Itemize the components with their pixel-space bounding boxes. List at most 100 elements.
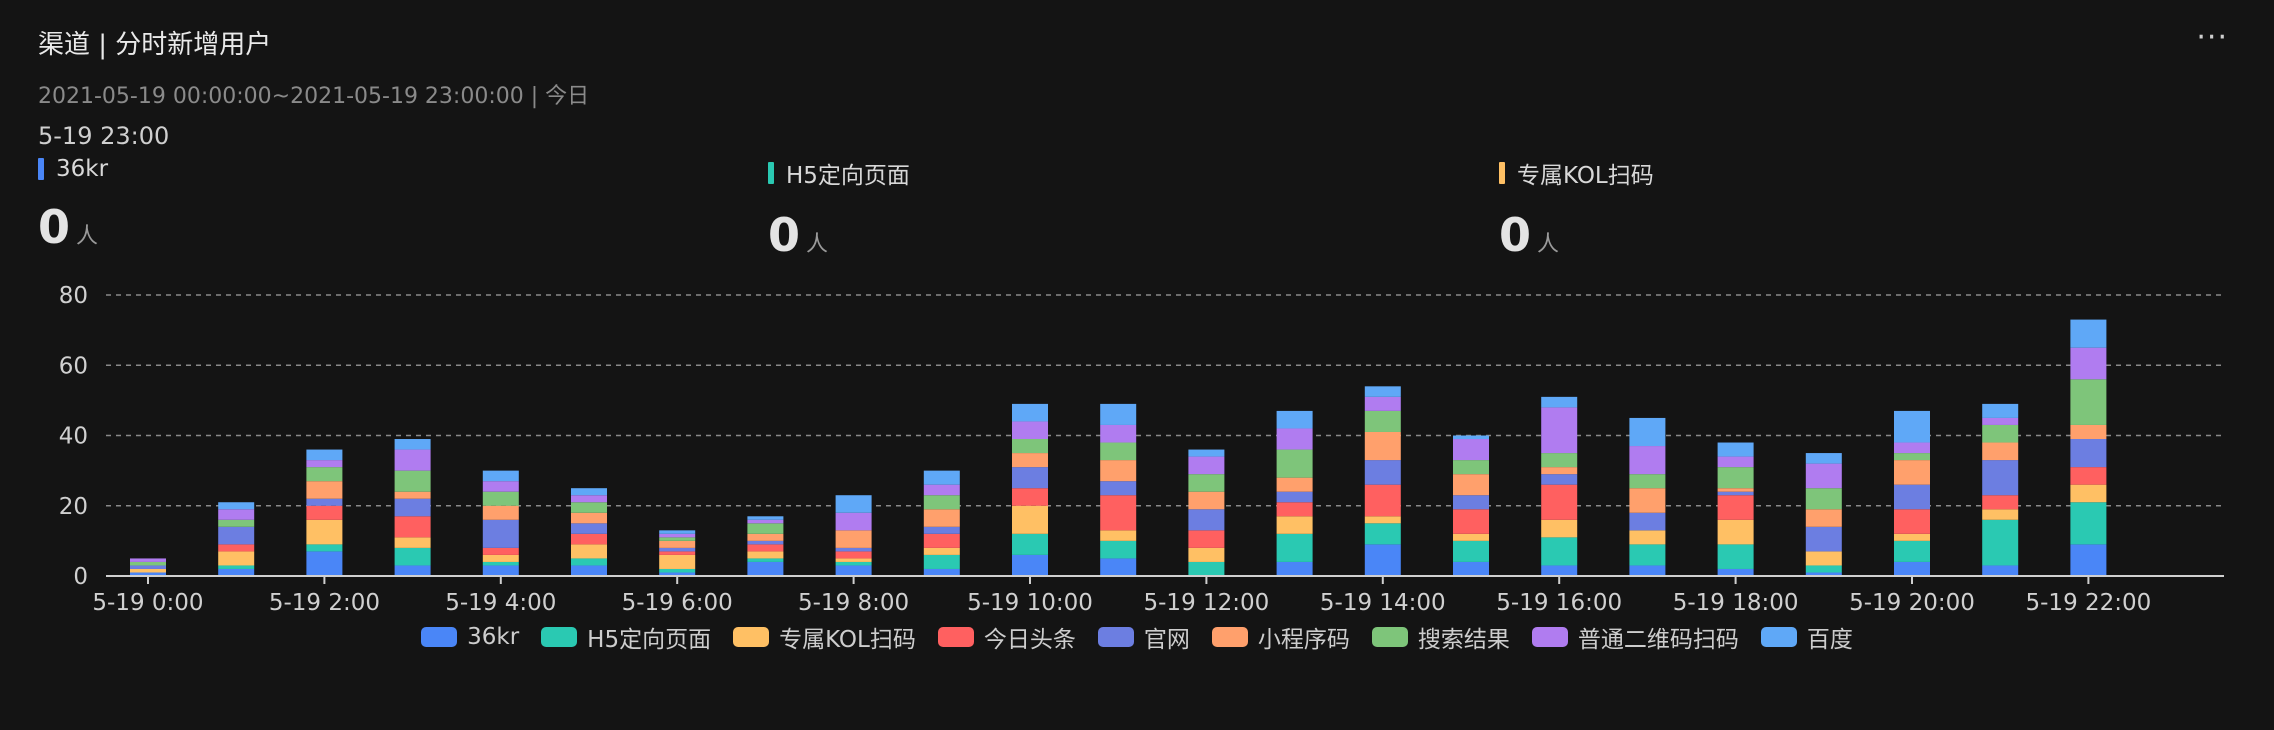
bar-segment[interactable] bbox=[1453, 495, 1489, 510]
bar-segment[interactable] bbox=[659, 572, 696, 576]
bar-segment[interactable] bbox=[1805, 488, 1842, 510]
bar-segment[interactable] bbox=[1629, 512, 1666, 531]
bar-segment[interactable] bbox=[571, 544, 607, 559]
bar-segment[interactable] bbox=[1100, 495, 1137, 531]
bar-segment[interactable] bbox=[1276, 410, 1313, 429]
bar-segment[interactable] bbox=[2070, 544, 2107, 576]
bar-segment[interactable] bbox=[1364, 460, 1401, 485]
bar-segment[interactable] bbox=[218, 551, 255, 566]
bar-segment[interactable] bbox=[218, 509, 255, 520]
bar-segment[interactable] bbox=[835, 547, 872, 552]
bar-segment[interactable] bbox=[482, 519, 519, 548]
bar-segment[interactable] bbox=[1276, 491, 1313, 503]
bar-segment[interactable] bbox=[1805, 509, 1842, 527]
bar-segment[interactable] bbox=[1805, 463, 1842, 489]
bar-segment[interactable] bbox=[1982, 509, 2019, 520]
bar-segment[interactable] bbox=[1453, 509, 1489, 534]
bar-segment[interactable] bbox=[1364, 386, 1401, 397]
bar-segment[interactable] bbox=[659, 537, 696, 541]
bar-segment[interactable] bbox=[306, 449, 343, 461]
bar-segment[interactable] bbox=[1188, 561, 1225, 576]
bar-segment[interactable] bbox=[835, 558, 872, 562]
bar-segment[interactable] bbox=[1012, 533, 1048, 555]
bar-segment[interactable] bbox=[1188, 547, 1225, 562]
bar-segment[interactable] bbox=[571, 558, 607, 566]
bar-segment[interactable] bbox=[2070, 439, 2107, 468]
bar-segment[interactable] bbox=[659, 554, 696, 569]
bar-segment[interactable] bbox=[1717, 519, 1754, 545]
bar-segment[interactable] bbox=[2070, 467, 2107, 485]
bar-segment[interactable] bbox=[394, 498, 431, 517]
bar-segment[interactable] bbox=[923, 568, 960, 576]
bar-segment[interactable] bbox=[1012, 467, 1048, 489]
bar-segment[interactable] bbox=[306, 505, 343, 520]
bar-segment[interactable] bbox=[1364, 431, 1401, 461]
bar-segment[interactable] bbox=[1894, 442, 1930, 454]
bar-segment[interactable] bbox=[1541, 484, 1578, 520]
bar-segment[interactable] bbox=[659, 551, 696, 555]
bar-segment[interactable] bbox=[835, 512, 872, 531]
bar-segment[interactable] bbox=[482, 547, 519, 555]
bar-segment[interactable] bbox=[1100, 460, 1137, 482]
bar-segment[interactable] bbox=[1364, 484, 1401, 517]
bar-segment[interactable] bbox=[130, 561, 166, 566]
bar-segment[interactable] bbox=[306, 544, 343, 552]
bar-segment[interactable] bbox=[1805, 572, 1842, 576]
bar-segment[interactable] bbox=[1629, 530, 1666, 545]
bar-segment[interactable] bbox=[1717, 456, 1754, 468]
bar-segment[interactable] bbox=[1364, 544, 1401, 576]
bar-segment[interactable] bbox=[1453, 540, 1489, 562]
bar-segment[interactable] bbox=[1982, 460, 2019, 496]
bar-segment[interactable] bbox=[1100, 540, 1137, 559]
more-options-icon[interactable]: ··· bbox=[2196, 20, 2228, 55]
bar-segment[interactable] bbox=[1717, 488, 1754, 492]
legend-item[interactable]: 专属KOL扫码 bbox=[733, 620, 916, 654]
bar-segment[interactable] bbox=[1894, 533, 1930, 541]
bar-segment[interactable] bbox=[1982, 424, 2019, 443]
legend-item[interactable]: 搜索结果 bbox=[1371, 620, 1510, 654]
bar-segment[interactable] bbox=[659, 568, 696, 573]
bar-segment[interactable] bbox=[1894, 540, 1930, 562]
bar-segment[interactable] bbox=[394, 449, 431, 471]
bar-segment[interactable] bbox=[2070, 379, 2107, 425]
bar-segment[interactable] bbox=[1717, 442, 1754, 457]
bar-segment[interactable] bbox=[1541, 407, 1578, 454]
bar-segment[interactable] bbox=[571, 523, 607, 534]
bar-segment[interactable] bbox=[1629, 474, 1666, 489]
bar-segment[interactable] bbox=[1982, 495, 2019, 510]
bar-segment[interactable] bbox=[2070, 502, 2107, 545]
bar-segment[interactable] bbox=[1188, 530, 1225, 548]
bar-segment[interactable] bbox=[747, 540, 784, 545]
bar-segment[interactable] bbox=[1012, 403, 1048, 422]
bar-segment[interactable] bbox=[835, 530, 872, 548]
bar-segment[interactable] bbox=[1894, 410, 1930, 443]
bar-segment[interactable] bbox=[218, 502, 255, 510]
bar-segment[interactable] bbox=[1805, 551, 1842, 566]
bar-segment[interactable] bbox=[923, 495, 960, 510]
bar-segment[interactable] bbox=[1982, 442, 2019, 461]
bar-segment[interactable] bbox=[1982, 403, 2019, 418]
bar-segment[interactable] bbox=[923, 554, 960, 569]
bar-segment[interactable] bbox=[1276, 561, 1313, 576]
bar-segment[interactable] bbox=[835, 551, 872, 559]
bar-segment[interactable] bbox=[2070, 424, 2107, 440]
bar-segment[interactable] bbox=[1276, 533, 1313, 562]
bar-segment[interactable] bbox=[659, 547, 696, 552]
bar-segment[interactable] bbox=[747, 561, 784, 576]
bar-segment[interactable] bbox=[2070, 484, 2107, 503]
bar-segment[interactable] bbox=[923, 547, 960, 555]
bar-segment[interactable] bbox=[1805, 565, 1842, 573]
bar-segment[interactable] bbox=[1894, 484, 1930, 510]
bar-segment[interactable] bbox=[747, 533, 784, 541]
bar-segment[interactable] bbox=[306, 460, 343, 468]
bar-segment[interactable] bbox=[1100, 424, 1137, 443]
bar-segment[interactable] bbox=[1541, 396, 1578, 408]
bar-segment[interactable] bbox=[306, 498, 343, 506]
bar-segment[interactable] bbox=[1188, 491, 1225, 510]
bar-segment[interactable] bbox=[218, 526, 255, 545]
bar-segment[interactable] bbox=[1629, 565, 1666, 576]
bar-segment[interactable] bbox=[1188, 449, 1225, 457]
bar-segment[interactable] bbox=[835, 495, 872, 513]
bar-segment[interactable] bbox=[923, 533, 960, 548]
bar-segment[interactable] bbox=[1717, 495, 1754, 520]
